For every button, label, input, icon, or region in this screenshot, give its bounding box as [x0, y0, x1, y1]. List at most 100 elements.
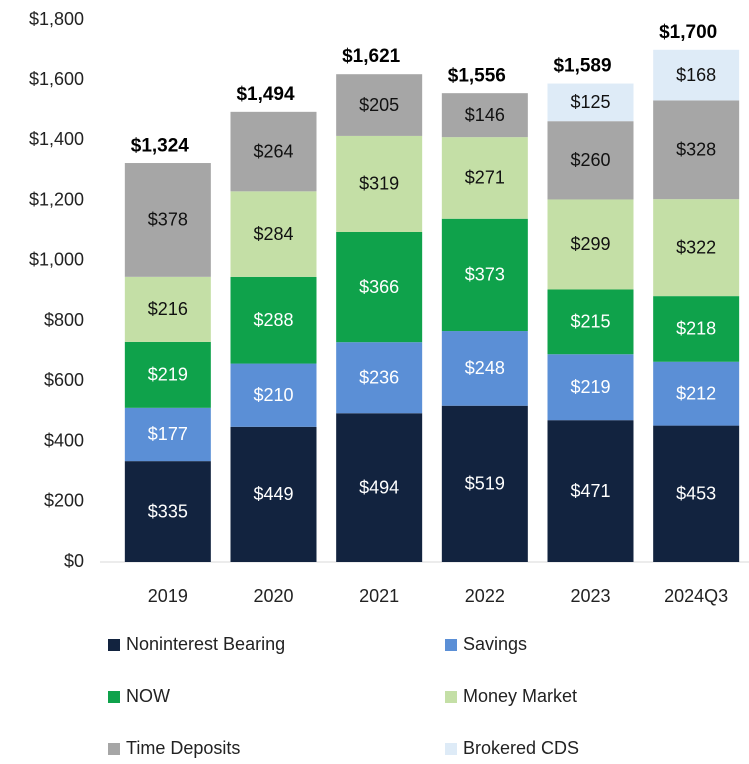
data-label: $219 [148, 365, 188, 385]
data-label: $218 [676, 319, 716, 339]
x-tick-label: 2019 [148, 586, 188, 606]
y-tick-label: $1,600 [29, 69, 84, 89]
bar-segment [336, 74, 423, 136]
data-label: $146 [465, 105, 505, 125]
data-label: $210 [253, 385, 293, 405]
data-label: $299 [570, 234, 610, 254]
bar-segment [230, 276, 317, 364]
data-label: $453 [676, 484, 716, 504]
bar-segment [230, 191, 317, 277]
data-label: $248 [465, 358, 505, 378]
data-label: $264 [253, 141, 293, 161]
data-label: $212 [676, 383, 716, 403]
total-label: $1,494 [236, 84, 295, 105]
bar-segment [653, 100, 740, 200]
legend-swatch [445, 639, 457, 651]
bar-segment [653, 49, 740, 101]
data-label: $378 [148, 210, 188, 230]
data-label: $366 [359, 277, 399, 297]
data-label: $328 [676, 140, 716, 160]
bar-segment [230, 111, 317, 192]
bar-segment [547, 83, 634, 122]
data-label: $260 [570, 150, 610, 170]
bar-segment [124, 407, 211, 462]
bar-segment [441, 331, 528, 406]
bar-segment [547, 121, 634, 200]
x-tick-label: 2021 [359, 586, 399, 606]
total-label: $1,621 [342, 46, 401, 67]
legend-label: NOW [126, 686, 170, 706]
y-tick-label: $600 [44, 370, 84, 390]
bar-segment [653, 361, 740, 426]
legend-swatch [108, 743, 120, 755]
data-label: $219 [570, 377, 610, 397]
bar-segment [547, 199, 634, 290]
y-tick-label: $200 [44, 491, 84, 511]
legend-swatch [108, 691, 120, 703]
bar-segment [441, 218, 528, 332]
data-label: $215 [570, 312, 610, 332]
legend-label: Brokered CDS [463, 738, 579, 758]
x-tick-label: 2022 [465, 586, 505, 606]
legend-swatch [445, 691, 457, 703]
y-tick-label: $1,800 [29, 9, 84, 29]
data-label: $205 [359, 95, 399, 115]
y-tick-label: $0 [64, 551, 84, 571]
bar-segment [230, 363, 317, 427]
bar-segment [124, 276, 211, 342]
data-label: $284 [253, 224, 293, 244]
bar-segment [336, 342, 423, 414]
x-tick-label: 2024Q3 [664, 586, 728, 606]
total-label: $1,556 [448, 65, 506, 86]
data-label: $177 [148, 424, 188, 444]
data-label: $288 [253, 310, 293, 330]
data-label: $449 [253, 484, 293, 504]
bar-segment [441, 93, 528, 138]
legend-swatch [108, 639, 120, 651]
bar-segment [441, 137, 528, 219]
total-label: $1,700 [659, 22, 717, 43]
x-tick-label: 2020 [253, 586, 293, 606]
bar-segment [653, 296, 740, 362]
legend-label: Time Deposits [126, 738, 240, 758]
legend-label: Savings [463, 634, 527, 654]
data-label: $168 [676, 65, 716, 85]
bar-segment [124, 163, 211, 277]
data-label: $271 [465, 168, 505, 188]
y-tick-label: $1,200 [29, 189, 84, 209]
bar-segment [336, 231, 423, 343]
bar-segment [547, 354, 634, 421]
bar-segment [653, 199, 740, 297]
data-label: $216 [148, 299, 188, 319]
data-label: $373 [465, 265, 505, 285]
legend-swatch [445, 743, 457, 755]
bar-segment [547, 289, 634, 355]
y-tick-label: $800 [44, 310, 84, 330]
y-tick-label: $1,000 [29, 250, 84, 270]
data-label: $125 [570, 92, 610, 112]
total-label: $1,589 [553, 56, 611, 77]
legend-label: Money Market [463, 686, 577, 706]
data-label: $319 [359, 174, 399, 194]
data-label: $471 [570, 481, 610, 501]
data-label: $494 [359, 477, 399, 497]
data-label: $519 [465, 474, 505, 494]
data-label: $236 [359, 367, 399, 387]
legend-label: Noninterest Bearing [126, 634, 285, 654]
data-label: $322 [676, 237, 716, 257]
bar-segment [653, 425, 740, 562]
bar-segment [336, 413, 423, 562]
bar-segment [441, 405, 528, 562]
total-label: $1,324 [131, 135, 190, 156]
bar-segment [336, 135, 423, 232]
bar-segment [230, 426, 317, 562]
bar-segment [124, 461, 211, 562]
data-label: $335 [148, 501, 188, 521]
y-tick-label: $1,400 [29, 129, 84, 149]
x-tick-label: 2023 [570, 586, 610, 606]
bar-segment [547, 420, 634, 562]
bar-segment [124, 341, 211, 408]
y-tick-label: $400 [44, 430, 84, 450]
